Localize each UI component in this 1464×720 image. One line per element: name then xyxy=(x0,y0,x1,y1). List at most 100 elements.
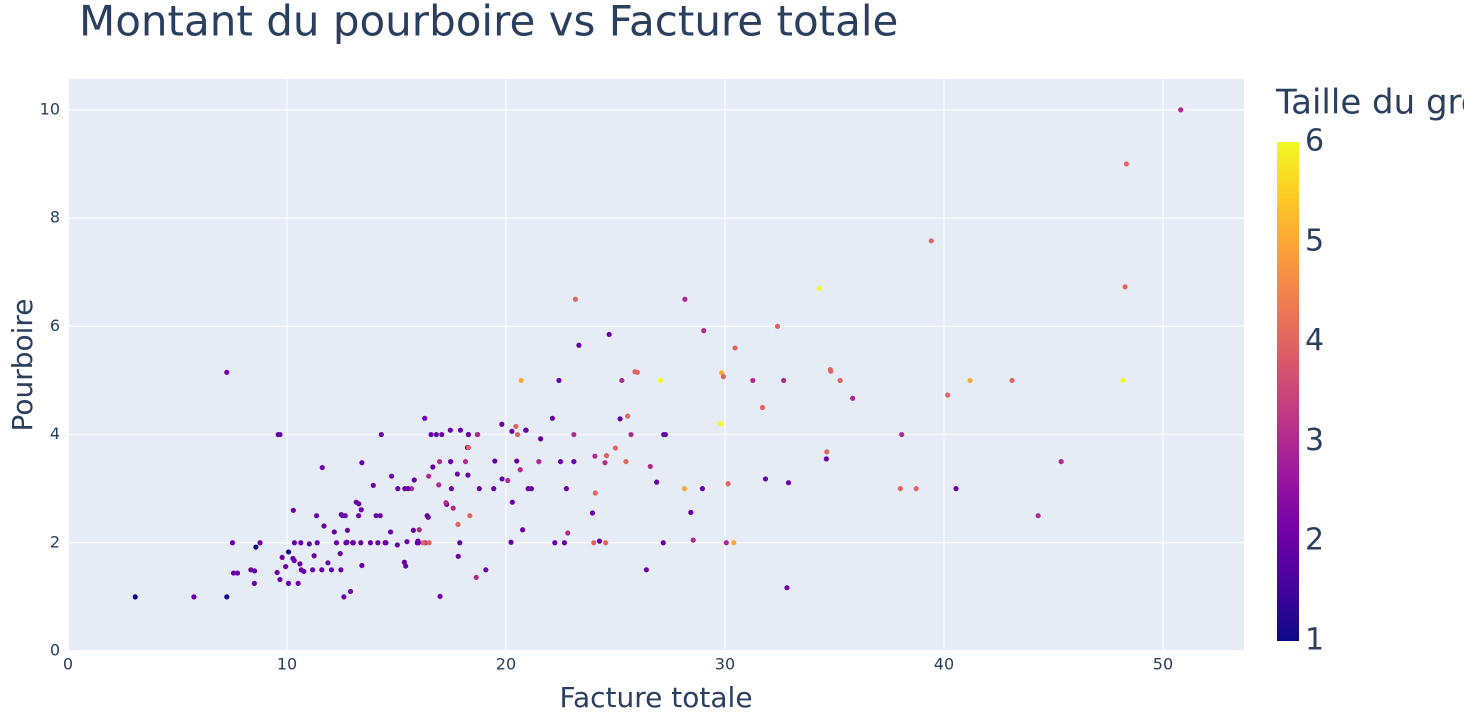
point xyxy=(520,527,526,533)
point xyxy=(661,431,667,438)
point xyxy=(823,456,829,462)
point xyxy=(298,540,304,546)
point xyxy=(356,513,362,519)
colorbar xyxy=(1277,142,1299,641)
point xyxy=(603,453,610,459)
point xyxy=(602,460,608,466)
x-tick-label: 30 xyxy=(715,655,735,674)
point xyxy=(377,513,383,519)
point xyxy=(762,476,769,482)
point xyxy=(557,458,564,465)
point xyxy=(612,445,619,451)
point xyxy=(310,567,316,573)
point xyxy=(731,540,737,546)
point xyxy=(1178,107,1184,113)
point xyxy=(465,444,472,451)
point xyxy=(291,540,298,546)
point xyxy=(465,431,471,438)
colorbar-tick-label: 3 xyxy=(1305,423,1324,458)
point xyxy=(967,377,973,384)
point xyxy=(359,460,365,466)
point xyxy=(850,395,856,401)
point xyxy=(359,562,365,569)
point xyxy=(410,527,416,533)
point xyxy=(447,427,453,433)
point xyxy=(628,431,634,438)
point xyxy=(378,431,384,438)
point xyxy=(313,513,320,519)
point xyxy=(509,499,515,505)
point xyxy=(229,540,236,546)
point xyxy=(319,464,325,471)
y-tick-label: 0 xyxy=(50,641,60,660)
chart-title: Montant du pourboire vs Facture totale xyxy=(79,0,898,46)
x-tick-label: 40 xyxy=(934,655,954,674)
point xyxy=(424,513,430,519)
point xyxy=(552,540,558,546)
point xyxy=(465,472,471,478)
point xyxy=(720,374,727,380)
point xyxy=(275,431,281,438)
point xyxy=(455,553,461,559)
point xyxy=(723,540,729,546)
point xyxy=(824,449,830,455)
point xyxy=(928,238,934,244)
x-axis-title: Facture totale xyxy=(559,681,752,714)
point xyxy=(549,415,556,421)
point xyxy=(523,427,529,433)
point xyxy=(897,486,903,492)
point xyxy=(561,540,568,546)
point xyxy=(422,415,428,421)
point xyxy=(572,296,579,302)
point xyxy=(358,507,364,513)
colorbar-tick-label: 5 xyxy=(1305,223,1324,258)
point xyxy=(657,377,663,384)
point xyxy=(325,560,331,566)
point xyxy=(347,588,354,595)
point xyxy=(1058,458,1064,465)
point xyxy=(455,521,461,527)
point xyxy=(596,538,603,544)
colorbar-title: Taille du groupe xyxy=(1275,83,1464,123)
point xyxy=(283,563,289,570)
point xyxy=(285,549,292,555)
point xyxy=(224,594,230,600)
point xyxy=(290,555,296,562)
point xyxy=(725,481,731,487)
point xyxy=(191,594,197,600)
point xyxy=(353,499,359,505)
point xyxy=(617,416,623,422)
y-tick-label: 10 xyxy=(40,99,60,118)
point xyxy=(295,580,301,586)
point xyxy=(224,369,230,375)
point xyxy=(277,576,283,583)
point xyxy=(251,580,257,586)
point xyxy=(491,486,497,492)
y-axis-title: Pourboire xyxy=(6,298,39,431)
point xyxy=(476,486,482,492)
point xyxy=(416,527,422,533)
point xyxy=(370,482,376,489)
point xyxy=(632,369,638,375)
point xyxy=(565,530,571,536)
point xyxy=(475,431,481,438)
point xyxy=(290,507,296,513)
point xyxy=(367,540,374,546)
point xyxy=(563,486,570,492)
colorbar-tick-label: 1 xyxy=(1305,623,1324,658)
point xyxy=(394,542,400,548)
point xyxy=(257,540,263,546)
point xyxy=(571,431,577,438)
point xyxy=(1123,161,1129,167)
point xyxy=(682,296,688,302)
point xyxy=(690,537,696,543)
point xyxy=(899,431,905,438)
point xyxy=(647,463,653,470)
point xyxy=(483,567,489,573)
point xyxy=(732,345,738,351)
point xyxy=(623,458,629,465)
point xyxy=(274,569,280,576)
y-tick-label: 8 xyxy=(50,208,60,227)
x-tick-label: 20 xyxy=(496,655,516,674)
